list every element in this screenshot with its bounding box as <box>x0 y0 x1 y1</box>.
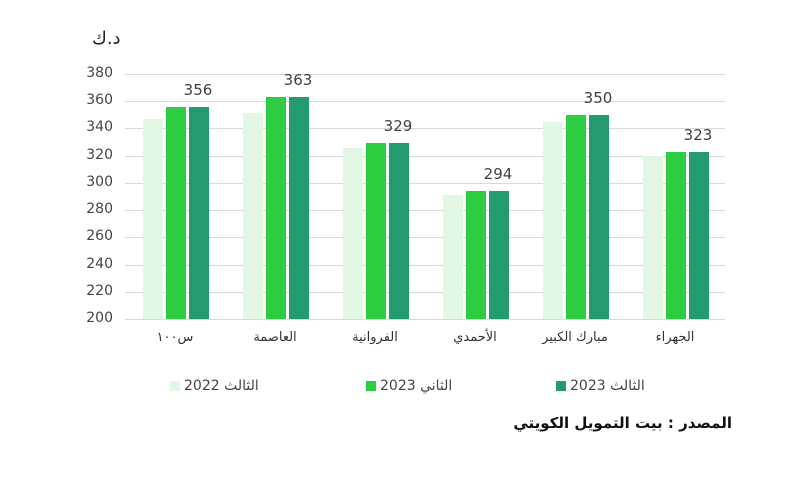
y-tick-label: 300 <box>86 173 113 190</box>
gridline <box>125 101 725 103</box>
y-tick-label: 220 <box>86 282 113 299</box>
gridline <box>125 291 725 293</box>
legend-swatch-icon <box>366 381 376 391</box>
source-note: المصدر : بيت التمويل الكويتي <box>513 414 732 432</box>
data-label: 350 <box>583 88 613 107</box>
y-tick-label: 280 <box>86 201 113 218</box>
gridline <box>125 155 725 157</box>
legend-item: الثالث 2022 <box>170 378 259 394</box>
y-tick-label: 340 <box>86 119 113 136</box>
bar <box>166 106 186 319</box>
gridline <box>125 74 725 75</box>
x-tick-label: العاصمة <box>253 330 297 345</box>
bar <box>343 147 363 319</box>
bar <box>589 114 609 319</box>
bar <box>389 143 409 319</box>
x-tick-label: الجهراء <box>655 330 695 345</box>
y-tick-label: 260 <box>86 228 113 245</box>
data-label: 356 <box>183 80 213 99</box>
legend-swatch-icon <box>170 381 180 391</box>
chart-plot-area: 200 220 240 260 280 300 320 340 360 380 356 363 329 2… <box>86 65 725 326</box>
data-label: 363 <box>283 71 313 90</box>
bar <box>566 114 586 319</box>
gridline <box>125 182 725 184</box>
y-tick-label: 320 <box>86 146 113 163</box>
x-tick-label: س١٠٠ <box>156 330 194 345</box>
bar <box>266 97 286 319</box>
y-axis-unit: د.ك <box>92 28 121 49</box>
y-tick-label: 240 <box>86 255 113 272</box>
gridline <box>125 264 725 266</box>
legend-label: الثاني 2023 <box>380 378 453 394</box>
bar <box>289 97 309 319</box>
bar <box>643 155 663 319</box>
bar <box>366 143 386 319</box>
x-tick-label: الأحمدي <box>453 330 497 345</box>
data-label: 294 <box>483 165 513 184</box>
bar <box>543 121 563 319</box>
gridline <box>125 128 725 130</box>
bar <box>243 113 263 319</box>
x-tick-label: الفروانية <box>352 330 398 345</box>
bar <box>666 151 686 319</box>
y-tick-label: 360 <box>86 92 113 109</box>
legend-label: الثالث 2022 <box>184 378 259 394</box>
gridline <box>125 319 725 320</box>
legend-label: الثالث 2023 <box>570 378 645 394</box>
bar <box>189 106 209 319</box>
data-label: 329 <box>383 117 413 136</box>
bar <box>489 191 509 319</box>
gridline <box>125 237 725 239</box>
legend-item: الثالث 2023 <box>556 378 645 394</box>
legend-item: الثاني 2023 <box>366 378 452 394</box>
bar <box>143 118 163 319</box>
bar <box>466 191 486 319</box>
y-tick-label: 200 <box>86 310 113 326</box>
x-tick-label: مبارك الكبير <box>542 330 608 345</box>
data-label: 323 <box>683 125 713 144</box>
bar <box>443 195 463 319</box>
y-tick-label: 380 <box>86 65 113 81</box>
gridline <box>125 210 725 212</box>
legend-swatch-icon <box>556 381 566 391</box>
bar <box>689 151 709 319</box>
